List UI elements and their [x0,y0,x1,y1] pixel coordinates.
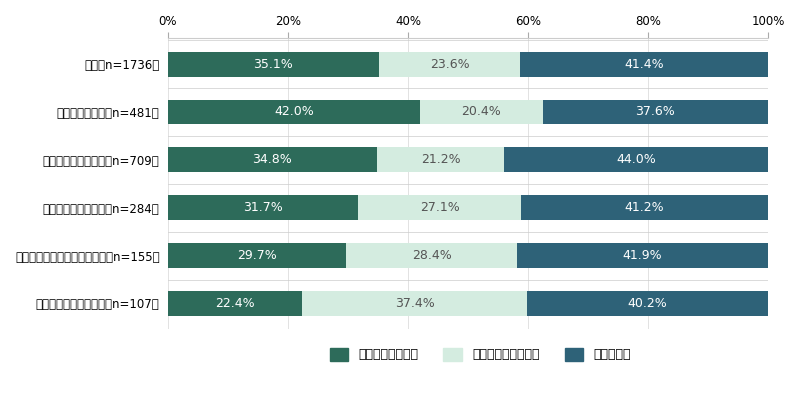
Text: 22.4%: 22.4% [215,297,255,310]
Bar [168,195,358,220]
Bar [168,147,377,172]
Legend: 続けられると思う, 続けられないと思う, わからない: 続けられると思う, 続けられないと思う, わからない [325,343,636,367]
Text: 42.0%: 42.0% [274,105,314,118]
Text: 40.2%: 40.2% [628,297,667,310]
Bar [504,147,768,172]
Bar [420,100,542,124]
Bar [168,243,346,268]
Bar [377,147,504,172]
Text: 23.6%: 23.6% [430,58,470,71]
Bar [520,52,769,76]
Text: 20.4%: 20.4% [462,105,502,118]
Text: 31.7%: 31.7% [243,201,283,214]
Bar [168,291,302,316]
Bar [378,52,520,76]
Bar [527,291,768,316]
Text: 27.1%: 27.1% [420,201,459,214]
Text: 41.2%: 41.2% [625,201,665,214]
Bar [168,100,420,124]
Text: 37.4%: 37.4% [395,297,434,310]
Bar [517,243,768,268]
Text: 41.9%: 41.9% [622,249,662,262]
Bar [302,291,527,316]
Bar [358,195,521,220]
Bar [346,243,517,268]
Text: 41.4%: 41.4% [625,58,665,71]
Bar [542,100,768,124]
Text: 28.4%: 28.4% [412,249,451,262]
Bar [521,195,768,220]
Bar [168,52,378,76]
Text: 37.6%: 37.6% [635,105,675,118]
Text: 34.8%: 34.8% [253,153,292,166]
Text: 21.2%: 21.2% [421,153,460,166]
Text: 44.0%: 44.0% [616,153,656,166]
Text: 29.7%: 29.7% [238,249,277,262]
Text: 35.1%: 35.1% [254,58,293,71]
